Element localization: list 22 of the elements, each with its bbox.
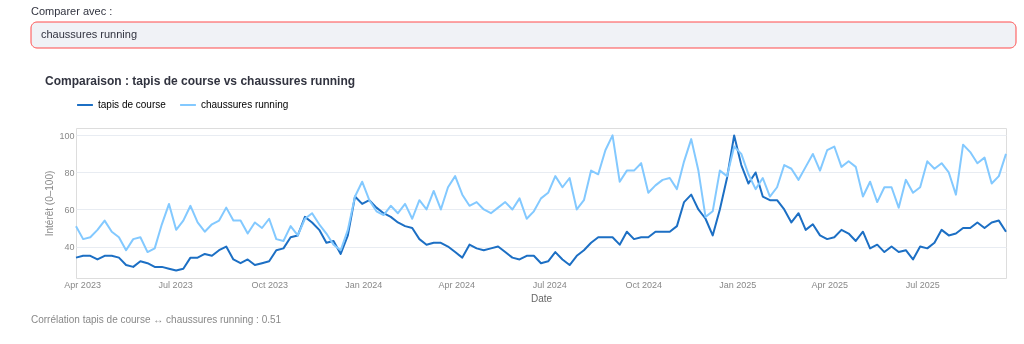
x-tick-label: Oct 2024: [625, 279, 662, 290]
y-tick-label: 100: [59, 130, 75, 141]
x-tick-label: Jan 2024: [345, 279, 383, 290]
y-tick-label: 60: [64, 204, 75, 215]
text: chaussures running: [41, 28, 138, 40]
x-tick-label: Jan 2025: [719, 279, 757, 290]
legend-label: tapis de course: [98, 99, 167, 110]
text: Corrélation tapis de course ↔ chaussures running : 0.51: [31, 314, 282, 325]
y-tick-label: 40: [64, 242, 75, 253]
x-tick-label: Apr 2023: [64, 279, 101, 290]
x-tick-label: Oct 2023: [251, 279, 288, 290]
y-axis-title: Intérêt (0–100): [44, 170, 56, 237]
x-axis-title: Date: [530, 292, 553, 304]
y-tick-label: 80: [64, 167, 75, 178]
x-tick-label: Apr 2024: [438, 279, 475, 290]
x-tick-label: Jul 2023: [158, 279, 193, 290]
x-tick-label: Jul 2025: [905, 279, 940, 290]
x-tick-label: Jul 2024: [532, 279, 567, 290]
x-tick-label: Apr 2025: [811, 279, 848, 290]
text: Comparer avec :: [31, 5, 113, 17]
chart-title: Comparaison : tapis de course vs chaussures running: [44, 74, 356, 88]
legend-label: chaussures running: [201, 99, 289, 110]
